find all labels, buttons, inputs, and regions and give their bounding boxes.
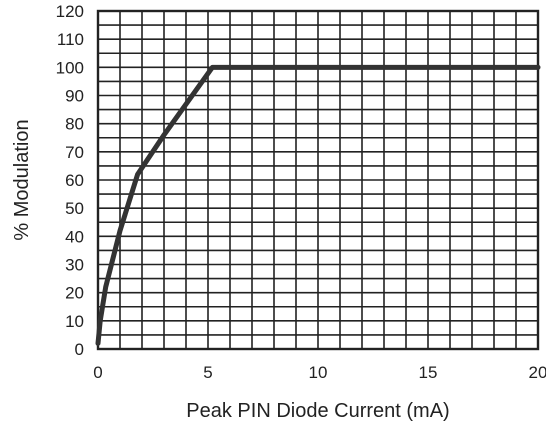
x-tick-label: 10	[309, 363, 328, 382]
series-line-0	[95, 64, 541, 346]
y-tick-label: 40	[65, 227, 84, 246]
x-tick-label: 0	[93, 363, 102, 382]
x-tick-label: 20	[529, 363, 546, 382]
y-tick-label: 60	[65, 171, 84, 190]
y-tick-label: 70	[65, 143, 84, 162]
y-tick-label: 80	[65, 115, 84, 134]
chart-series	[95, 64, 541, 346]
chart-axes	[96, 9, 540, 351]
y-tick-label: 90	[65, 87, 84, 106]
chart-tick-labels: 0 10 20 30 40 50 60 70 80 90 100 110 120 0 5 10 15 20	[56, 2, 546, 382]
y-tick-label: 50	[65, 199, 84, 218]
y-tick-label: 120	[56, 2, 84, 21]
y-tick-label: 30	[65, 256, 84, 275]
y-tick-label: 10	[65, 312, 84, 331]
chart-grid	[98, 11, 538, 349]
x-tick-label: 5	[203, 363, 212, 382]
x-tick-label: 15	[419, 363, 438, 382]
y-tick-label: 20	[65, 284, 84, 303]
chart-axis-labels: Peak PIN Diode Current (mA) % Modulation	[11, 119, 450, 422]
x-axis-label: Peak PIN Diode Current (mA)	[186, 400, 449, 422]
y-tick-label: 0	[75, 340, 84, 359]
plot-frame	[96, 9, 540, 351]
y-tick-label: 110	[57, 30, 84, 49]
y-tick-label: 100	[56, 58, 84, 77]
y-axis-label: % Modulation	[11, 119, 33, 240]
